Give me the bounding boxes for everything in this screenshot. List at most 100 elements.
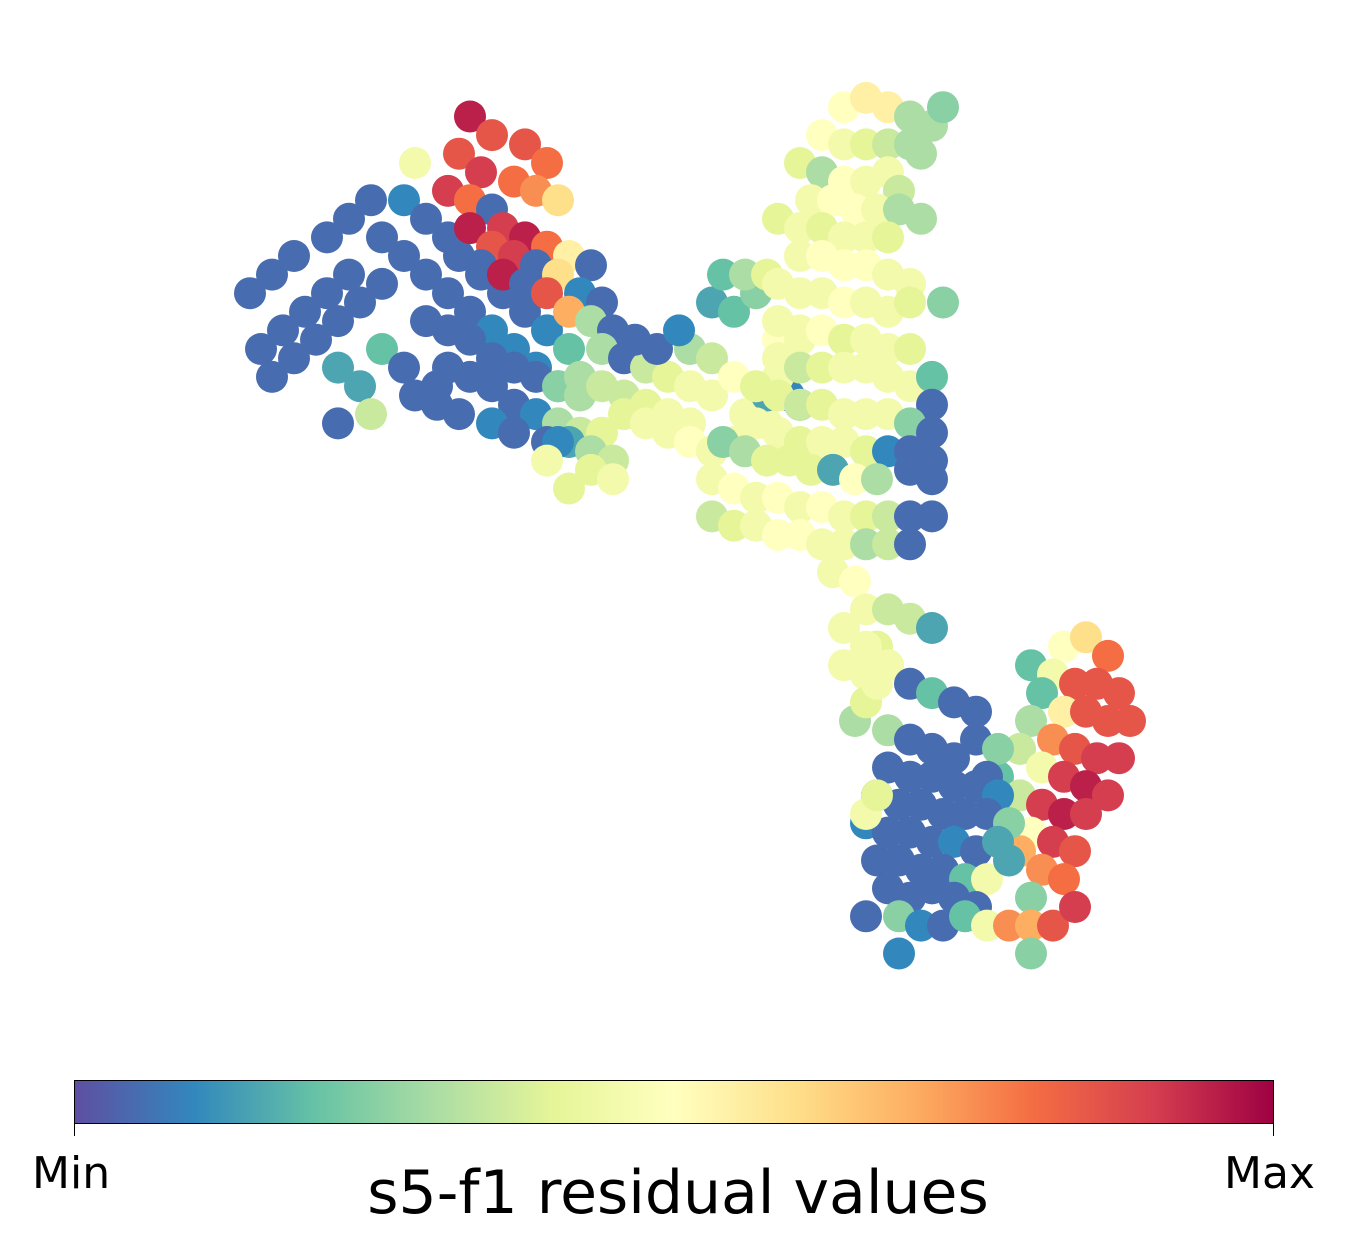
scatter-point: [828, 500, 860, 533]
scatter-point: [1059, 667, 1091, 700]
scatter-point: [1092, 705, 1124, 737]
scatter-point: [289, 295, 321, 328]
scatter-point: [1103, 677, 1135, 710]
scatter-plot: [234, 81, 1146, 970]
colorbar: [74, 1080, 1274, 1136]
scatter-point: [927, 91, 959, 124]
scatter-point: [344, 370, 376, 403]
scatter-point: [454, 323, 486, 356]
scatter-point: [509, 295, 541, 328]
scatter-point: [531, 147, 563, 179]
scatter-point: [828, 649, 860, 682]
scatter-point: [311, 277, 343, 310]
scatter-point: [410, 258, 442, 291]
scatter-point: [916, 500, 948, 533]
scatter-point: [1004, 732, 1036, 765]
scatter-point: [344, 286, 376, 319]
scatter-point: [916, 388, 948, 421]
scatter-point: [355, 184, 387, 217]
scatter-point: [256, 360, 288, 393]
scatter-point: [828, 128, 860, 161]
scatter-point: [905, 202, 937, 235]
scatter-point: [861, 844, 893, 877]
scatter-point: [806, 351, 838, 384]
scatter-point: [828, 612, 860, 644]
scatter-point: [399, 147, 431, 179]
colorbar-min-label: Min: [32, 1148, 111, 1199]
scatter-point: [806, 528, 838, 561]
scatter-point: [476, 119, 508, 152]
scatter-point: [388, 240, 420, 272]
scatter-point: [245, 333, 277, 365]
scatter-point: [696, 342, 728, 375]
scatter-point: [333, 202, 365, 235]
scatter-point: [894, 500, 926, 533]
scatter-point: [938, 770, 970, 803]
scatter-point: [476, 370, 508, 403]
scatter-point: [751, 444, 783, 477]
scatter-point: [718, 295, 750, 328]
scatter-point: [806, 426, 838, 458]
scatter-point: [839, 193, 871, 226]
scatter-point: [828, 249, 860, 282]
scatter-point: [872, 128, 904, 161]
scatter-point: [828, 398, 860, 431]
scatter-point: [388, 184, 420, 217]
scatter-point: [1070, 798, 1102, 830]
scatter-point: [784, 277, 816, 310]
scatter-point: [575, 249, 607, 282]
scatter-point: [454, 212, 486, 245]
scatter-point: [828, 286, 860, 319]
scatter-point: [861, 779, 893, 812]
scatter-point: [531, 314, 563, 347]
scatter-point: [795, 453, 827, 486]
scatter-point: [894, 528, 926, 561]
scatter-point: [927, 286, 959, 319]
scatter-point: [916, 463, 948, 496]
point-cluster: [828, 612, 1146, 970]
scatter-point: [278, 240, 310, 272]
scatter-point: [1092, 779, 1124, 812]
scatter-point: [850, 128, 882, 161]
scatter-point: [1015, 881, 1047, 914]
scatter-point: [872, 333, 904, 365]
scatter-point: [828, 221, 860, 254]
scatter-point: [553, 472, 585, 505]
scatter-point: [707, 258, 739, 291]
scatter-point: [784, 491, 816, 524]
scatter-point: [894, 333, 926, 365]
scatter-point: [850, 500, 882, 533]
colorbar-gradient: [74, 1080, 1274, 1124]
scatter-point: [916, 612, 948, 644]
scatter-point: [872, 500, 904, 533]
scatter-point: [1037, 909, 1069, 942]
scatter-point: [839, 463, 871, 496]
scatter-point: [718, 509, 750, 542]
scatter-point: [762, 519, 794, 551]
scatter-point: [872, 221, 904, 254]
scatter-point: [531, 444, 563, 477]
colorbar-title: s5-f1 residual values: [367, 1158, 989, 1228]
scatter-point: [1081, 742, 1113, 775]
scatter-point: [597, 463, 629, 496]
scatter-point: [498, 416, 530, 449]
scatter-point: [322, 351, 354, 384]
scatter-point: [993, 909, 1025, 942]
scatter-point: [322, 305, 354, 338]
scatter-point: [553, 333, 585, 365]
scatter-point: [729, 258, 761, 291]
scatter-point: [1048, 695, 1080, 728]
scatter-point: [1015, 705, 1047, 737]
scatter-point: [388, 351, 420, 384]
scatter-point: [861, 193, 893, 226]
scatter-point: [267, 314, 299, 347]
scatter-point: [509, 128, 541, 161]
scatter-point: [993, 844, 1025, 877]
scatter-point: [828, 323, 860, 356]
scatter-point: [1015, 909, 1047, 942]
scatter-point: [443, 398, 475, 431]
scatter-point: [1026, 677, 1058, 710]
scatter-point: [256, 258, 288, 291]
scatter-point: [883, 937, 915, 970]
scatter-point: [300, 323, 332, 356]
